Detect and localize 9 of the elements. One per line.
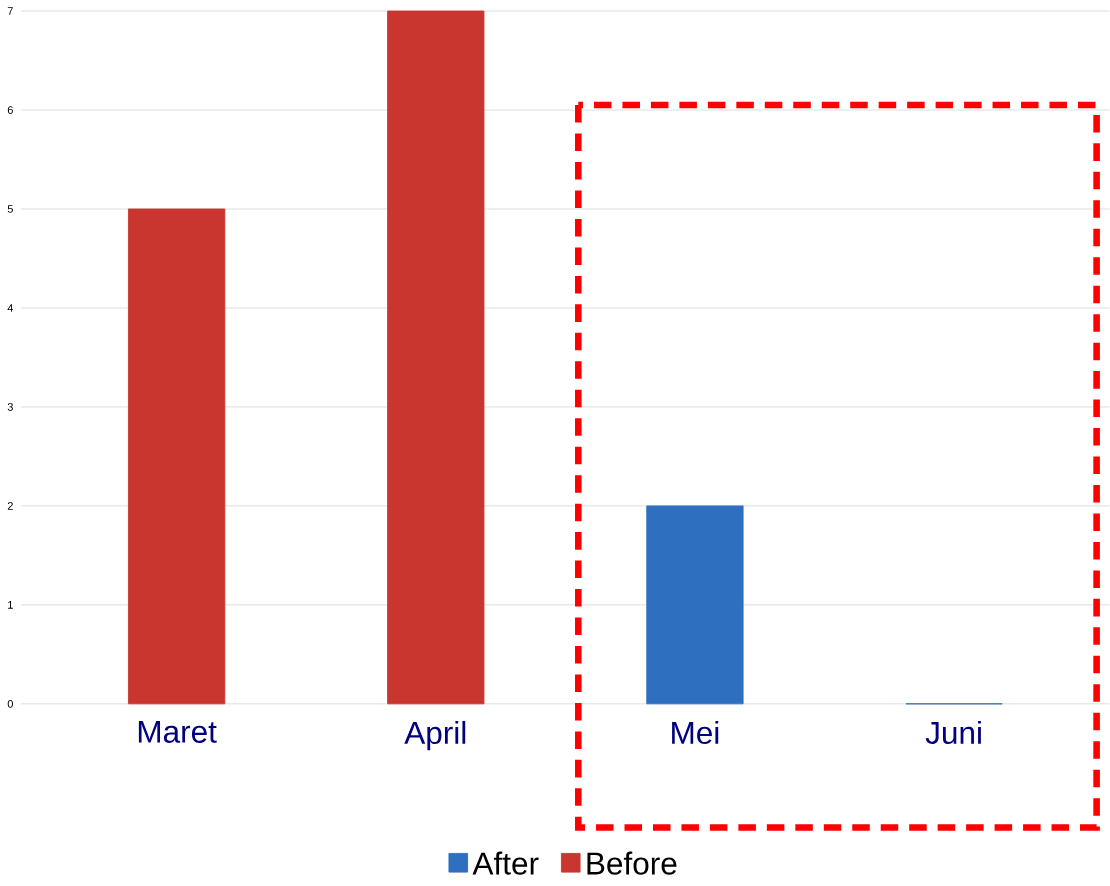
x-tick-label: April (404, 720, 466, 751)
x-tick-label: Maret (138, 720, 217, 743)
bar (387, 10, 485, 705)
legend-label: Before (587, 851, 677, 875)
x-tick-label: Juni (925, 720, 981, 744)
bar (646, 505, 744, 705)
x-tick-label: Mei (672, 720, 719, 744)
bar (128, 208, 226, 705)
legend-label: After (472, 851, 539, 875)
